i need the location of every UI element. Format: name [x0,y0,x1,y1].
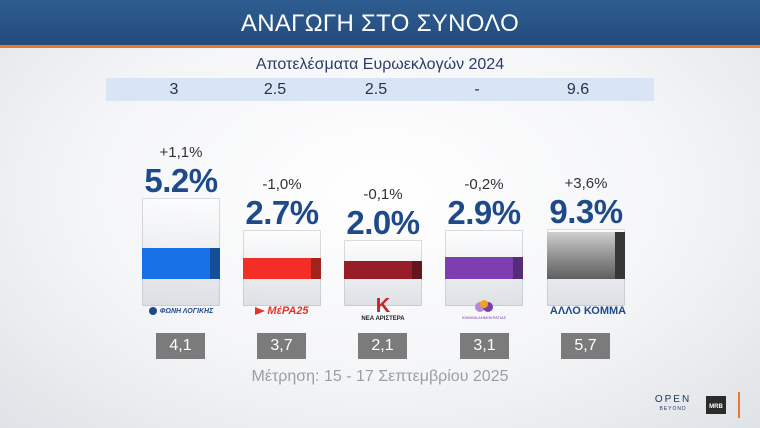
previous-value: 4,1 [156,333,205,359]
flower-icon [475,299,493,312]
previous-value: 3,7 [257,333,306,359]
logo-foni-logikis: ΦΩΝΗ ΛΟΓΙΚΗΣ [141,300,221,322]
change-label: -0,1% [363,186,403,203]
bar [445,257,513,279]
bar-value-label: 5.2% [144,162,218,199]
mrb-logo: MRB [706,396,726,414]
logo-nea-aristera: K ΝΕΑ ΑΡΙΣΤΕΡΑ [343,292,423,326]
previous-value: 2,1 [358,333,407,359]
bar-value-label: 2.7% [245,194,319,231]
reference-row [106,78,654,101]
bar-value-label: 2.9% [447,194,521,231]
bar [547,232,615,279]
logo-allo-komma: ΑΛΛΟ ΚΟΜΜΑ [545,300,631,322]
mera25-icon [255,307,266,315]
open-logo: OPEN [654,394,692,405]
header-bar: ΑΝΑΓΩΓΗ ΣΤΟ ΣΥΝΟΛΟ [0,0,760,48]
reference-value: - [474,81,480,98]
bar-side [513,257,523,279]
bar [142,248,210,279]
change-label: -1,0% [262,176,302,193]
reference-value: 9.6 [566,81,590,98]
divider [738,392,740,418]
reference-value: 3 [169,81,179,98]
bar-value-label: 9.3% [549,193,623,230]
logo-text: ΝΕΑ ΑΡΙΣΤΕΡΑ [361,316,405,322]
bar-side [311,258,321,279]
previous-value: 3,1 [460,333,509,359]
logo-text: MέΡΑ25 [267,305,309,317]
bar-side [615,232,625,279]
nea-aristera-icon: K [375,295,391,317]
measurement-note: Μέτρηση: 15 - 17 Σεπτεμβρίου 2025 [251,368,509,385]
logo-text: ΚΙΝΗΜΑ ΔΗΜΟΚΡΑΤΙΑΣ [461,314,507,320]
logo-mera25: MέΡΑ25 [242,300,322,322]
bar [344,261,412,279]
change-label: +3,6% [564,175,608,192]
logo-text: ΦΩΝΗ ΛΟΓΙΚΗΣ [159,307,214,315]
reference-label: Αποτελέσματα Ευρωεκλογών 2024 [255,56,505,73]
reference-value: 2.5 [364,81,388,98]
page-title: ΑΝΑΓΩΓΗ ΣΤΟ ΣΥΝΟΛΟ [240,10,520,37]
foni-logikis-icon [148,307,157,315]
open-logo-sub: BEYOND [659,406,687,412]
change-label: +1,1% [159,144,203,161]
change-label: -0,2% [464,176,504,193]
bar-side [210,248,220,279]
reference-value: 2.5 [263,81,287,98]
bar-value-label: 2.0% [346,204,420,241]
logo-kinima-dimokratias: ΚΙΝΗΜΑ ΔΗΜΟΚΡΑΤΙΑΣ [444,292,524,326]
logo-text: ΑΛΛΟ ΚΟΜΜΑ [549,305,627,317]
bar-side [412,261,422,279]
previous-value: 5,7 [561,333,610,359]
bar [243,258,311,279]
